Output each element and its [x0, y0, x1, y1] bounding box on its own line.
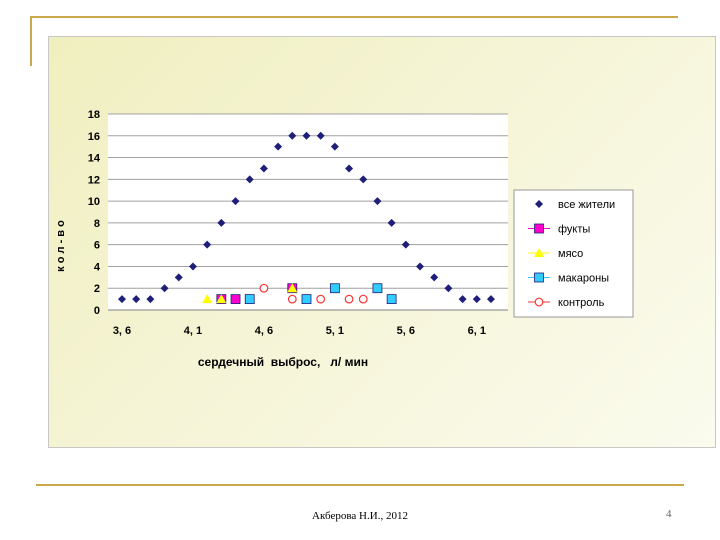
data-point-series-4 [301, 294, 312, 305]
legend-label: контроль [558, 297, 605, 309]
data-point-series-1 [486, 295, 495, 304]
data-point-series-1 [245, 175, 254, 184]
y-tick-label: 16 [88, 131, 100, 143]
data-point-series-1 [359, 175, 368, 184]
legend-label: макароны [558, 273, 609, 285]
data-point-series-4 [372, 283, 383, 294]
x-tick-label: 4, 6 [255, 325, 273, 337]
data-point-series-1 [416, 262, 425, 271]
data-point-series-1 [302, 131, 311, 140]
data-point-series-4 [329, 283, 340, 294]
legend-marker [534, 272, 544, 283]
left-rule [30, 16, 32, 66]
page-number: 4 [666, 508, 672, 520]
data-point-series-1 [330, 142, 339, 151]
data-point-series-1 [188, 262, 197, 271]
legend-label: все жители [558, 199, 615, 211]
legend-item: контроль [528, 297, 605, 309]
x-tick-label: 3, 6 [113, 325, 131, 337]
data-point-series-3 [202, 294, 213, 304]
legend-marker [535, 200, 543, 208]
data-point-series-3 [287, 283, 298, 293]
x-axis-ticks: 3, 6 4, 1 4, 6 5, 1 5, 6 6, 1 [113, 325, 486, 337]
y-axis-ticks: 0 2 4 6 8 10 12 14 16 18 [88, 109, 101, 317]
x-tick-label: 6, 1 [468, 325, 486, 337]
data-marks [118, 131, 495, 305]
y-axis-label: к о л - в о [55, 220, 67, 272]
plot-area [108, 114, 508, 310]
legend-item: фукты [528, 224, 590, 236]
data-point-series-4 [386, 294, 397, 305]
y-tick-label: 0 [94, 305, 100, 317]
x-axis-label: сердечный выброс, л/ мин [198, 355, 368, 369]
data-point-series-2 [230, 294, 241, 305]
top-rule [30, 16, 678, 18]
y-tick-label: 8 [94, 218, 100, 230]
data-point-series-1 [146, 295, 155, 304]
data-point-series-1 [387, 218, 396, 227]
x-tick-label: 5, 6 [397, 325, 415, 337]
bottom-rule [36, 484, 684, 486]
y-tick-label: 12 [88, 174, 100, 186]
data-point-series-1 [203, 240, 212, 249]
data-point-series-5 [316, 294, 326, 304]
data-point-series-1 [458, 295, 467, 304]
x-tick-label: 4, 1 [184, 325, 202, 337]
data-point-series-1 [118, 295, 126, 304]
y-tick-label: 6 [94, 240, 100, 252]
x-tick-label: 5, 1 [326, 325, 344, 337]
data-point-series-1 [373, 197, 382, 206]
data-point-series-5 [344, 294, 354, 304]
y-tick-label: 14 [88, 153, 101, 165]
data-point-series-3 [216, 294, 227, 304]
data-point-series-5 [358, 294, 368, 304]
data-point-series-1 [401, 240, 410, 249]
data-point-series-1 [345, 164, 354, 173]
data-point-series-1 [217, 218, 226, 227]
data-point-series-1 [444, 284, 453, 293]
legend-marker [534, 223, 544, 234]
data-point-series-1 [430, 273, 439, 282]
data-point-series-1 [231, 197, 240, 206]
data-point-series-4 [244, 294, 255, 305]
y-tick-label: 10 [88, 196, 100, 208]
legend-item: все жители [535, 199, 615, 211]
data-point-series-1 [174, 273, 183, 282]
data-point-series-5 [259, 283, 269, 293]
data-point-series-1 [132, 295, 141, 304]
data-point-series-5 [287, 294, 297, 304]
data-point-series-1 [160, 284, 169, 293]
data-point-series-1 [316, 131, 325, 140]
data-point-series-1 [259, 164, 268, 173]
data-point-series-1 [472, 295, 481, 304]
data-point-series-1 [288, 131, 297, 140]
y-tick-label: 4 [94, 261, 101, 273]
legend-label: мясо [558, 248, 583, 260]
legend-item: макароны [528, 273, 609, 285]
y-tick-label: 18 [88, 109, 100, 121]
legend-label: фукты [558, 224, 590, 236]
legend-marker [534, 248, 544, 257]
y-tick-label: 2 [94, 283, 100, 295]
footer-author: Акберова Н.И., 2012 [312, 510, 408, 522]
legend-item: мясо [528, 248, 583, 260]
legend: все жители фукты мясо макароны контроль [513, 189, 634, 318]
data-point-series-1 [274, 142, 283, 151]
legend-marker [534, 297, 544, 307]
